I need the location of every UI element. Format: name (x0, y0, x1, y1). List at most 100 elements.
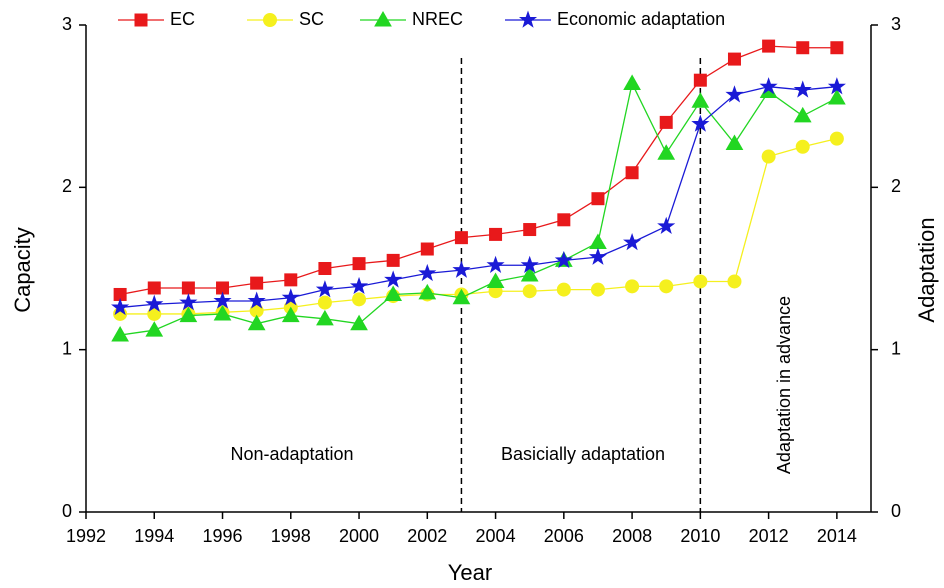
marker (247, 291, 266, 309)
marker (384, 270, 403, 288)
marker (691, 114, 710, 132)
x-tick-label: 2012 (749, 526, 789, 546)
marker (145, 294, 164, 312)
marker (827, 77, 846, 95)
legend-label: NREC (412, 9, 463, 29)
y-tick-label: 2 (62, 176, 72, 196)
marker (111, 326, 129, 342)
marker (350, 314, 368, 331)
y-axis-label: Capacity (10, 227, 35, 313)
marker (759, 77, 778, 95)
marker (486, 255, 505, 273)
marker (693, 274, 708, 289)
legend-label: SC (299, 9, 324, 29)
marker (452, 260, 471, 278)
annotation: Adaptation in advance (774, 296, 794, 474)
x-tick-label: 2000 (339, 526, 379, 546)
marker (349, 276, 369, 295)
marker (352, 292, 367, 307)
marker (522, 284, 537, 299)
marker (318, 262, 332, 275)
annotation: Non-adaptation (230, 444, 353, 464)
marker (384, 285, 403, 301)
marker (520, 265, 539, 282)
marker (556, 282, 571, 297)
marker (796, 41, 810, 55)
x-tick-label: 1992 (66, 526, 106, 546)
legend-marker (263, 13, 277, 27)
y2-tick-label: 3 (891, 14, 901, 34)
marker (659, 279, 674, 294)
marker (386, 253, 400, 267)
marker (111, 297, 130, 316)
marker (145, 321, 164, 337)
marker (418, 263, 437, 282)
series-line (120, 81, 838, 336)
marker (830, 41, 844, 55)
marker (281, 306, 300, 323)
marker (625, 166, 639, 180)
marker (520, 255, 539, 273)
x-tick-label: 1994 (134, 526, 174, 546)
legend-marker (374, 10, 392, 27)
y2-tick-label: 2 (891, 176, 901, 196)
marker (657, 144, 676, 160)
marker (250, 276, 264, 290)
marker (316, 309, 334, 326)
legend-label: EC (170, 9, 195, 29)
x-tick-label: 2002 (407, 526, 447, 546)
marker (213, 304, 232, 321)
marker (623, 233, 642, 251)
marker (315, 280, 334, 298)
marker (590, 282, 605, 297)
x-axis-label: Year (448, 560, 492, 585)
marker (317, 295, 332, 310)
marker (523, 223, 537, 237)
y2-tick-label: 1 (891, 338, 901, 358)
marker (181, 281, 195, 295)
x-tick-label: 1998 (271, 526, 311, 546)
legend-label: Economic adaptation (557, 9, 725, 29)
marker (420, 242, 434, 256)
marker (727, 52, 741, 66)
marker (554, 250, 573, 269)
marker (454, 231, 468, 245)
marker (213, 291, 232, 309)
marker (247, 314, 266, 331)
marker (625, 279, 640, 294)
marker (725, 134, 744, 151)
x-tick-label: 2008 (612, 526, 652, 546)
marker (281, 288, 300, 306)
marker (179, 293, 198, 311)
series-line (120, 138, 838, 315)
y-tick-label: 1 (62, 338, 72, 358)
marker (284, 273, 298, 287)
marker (589, 233, 607, 250)
marker (691, 92, 710, 108)
marker (693, 73, 707, 87)
marker (762, 39, 776, 53)
x-tick-label: 2014 (817, 526, 857, 546)
marker (761, 149, 776, 164)
marker (657, 216, 676, 235)
marker (588, 247, 608, 265)
marker (795, 139, 810, 154)
marker (147, 281, 161, 295)
marker (591, 192, 605, 206)
marker (352, 257, 366, 271)
x-tick-label: 2010 (680, 526, 720, 546)
marker (489, 227, 503, 241)
marker (659, 115, 673, 129)
marker (452, 288, 471, 305)
y2-axis-label: Adaptation (914, 217, 939, 322)
legend-marker (134, 13, 148, 27)
series-line (120, 45, 837, 296)
y-tick-label: 3 (62, 14, 72, 34)
x-tick-label: 1996 (202, 526, 242, 546)
x-tick-label: 2004 (476, 526, 516, 546)
marker (418, 283, 437, 300)
marker (793, 106, 812, 123)
marker (623, 74, 641, 90)
marker (793, 80, 812, 98)
